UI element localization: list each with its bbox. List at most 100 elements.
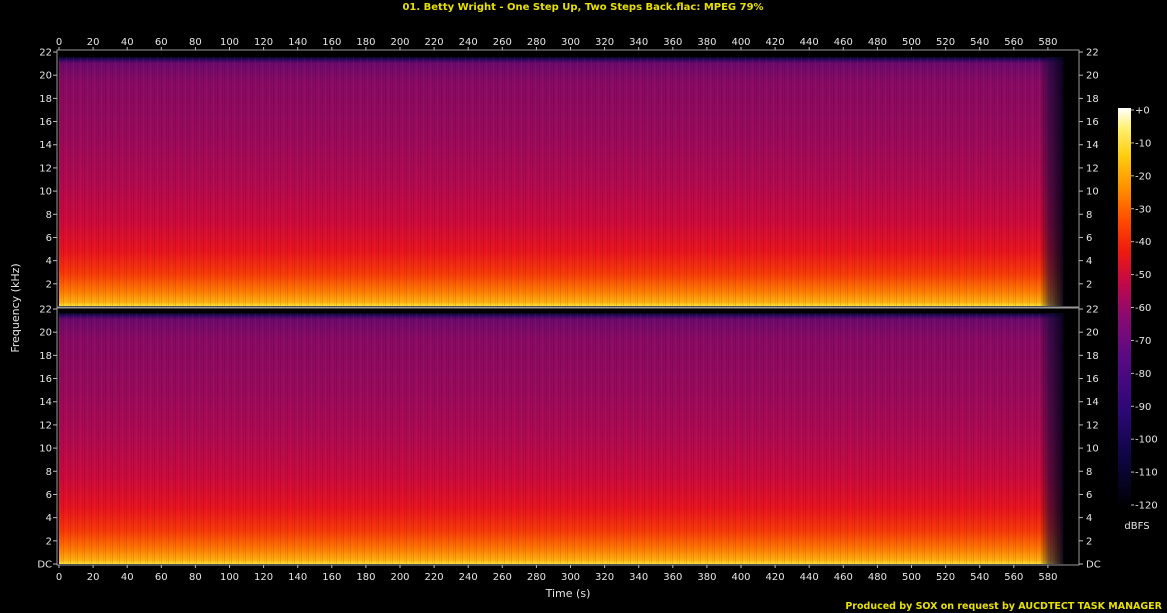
x-tick-label-top: 240 (459, 37, 478, 48)
x-tick-label-bottom: 520 (936, 572, 955, 583)
y-tick-label-left: DC (37, 560, 52, 571)
x-tick-label-top: 280 (527, 37, 546, 48)
colorbar-tick-label: -120 (1135, 501, 1158, 512)
colorbar-tick-label: -60 (1135, 303, 1151, 314)
x-tick-label-top: 560 (1004, 37, 1023, 48)
y-tick-label-left: 10 (39, 444, 52, 455)
spectrogram-channel-upper (56, 49, 1080, 308)
x-tick-label-bottom: 460 (834, 572, 853, 583)
x-tick-label-bottom: 200 (390, 572, 409, 583)
y-tick-label-right: 16 (1086, 374, 1099, 385)
x-tick-label-top: 80 (189, 37, 202, 48)
x-tick-label-top: 0 (56, 37, 62, 48)
colorbar-tick-label: -30 (1135, 204, 1151, 215)
x-tick-label-bottom: 360 (663, 572, 682, 583)
x-tick-label-bottom: 480 (868, 572, 887, 583)
y-tick-label-right: 2 (1086, 279, 1092, 290)
x-tick-label-top: 40 (121, 37, 134, 48)
x-tick-label-top: 320 (595, 37, 614, 48)
y-tick-label-right: 22 (1086, 305, 1099, 316)
y-tick-label-right: 6 (1086, 490, 1092, 501)
y-tick-label-right: 6 (1086, 233, 1092, 244)
x-tick-label-bottom: 260 (493, 572, 512, 583)
colorbar-tick-label: -10 (1135, 138, 1151, 149)
colorbar-tick-label: -40 (1135, 237, 1151, 248)
y-tick-label-left: 12 (39, 420, 52, 431)
x-tick-label-bottom: 20 (87, 572, 100, 583)
x-tick-label-bottom: 540 (970, 572, 989, 583)
colorbar-tick-label: -80 (1135, 369, 1151, 380)
chart-title: 01. Betty Wright - One Step Up, Two Step… (402, 2, 763, 13)
colorbar: +0 -10 -20 -30 -40 -50 -60 -70 -80 -90 -100 -110 -12… (1118, 106, 1158, 532)
y-tick-label-left: 10 (39, 187, 52, 198)
y-tick-label-right: 12 (1086, 163, 1099, 174)
x-axis-label: Time (s) (545, 587, 591, 600)
y-tick-label-left: 8 (46, 210, 52, 221)
x-tick-label-top: 520 (936, 37, 955, 48)
y-tick-label-left: 4 (46, 513, 52, 524)
y-tick-label-right: 8 (1086, 210, 1092, 221)
x-tick-label-bottom: 100 (220, 572, 239, 583)
x-tick-label-bottom: 340 (629, 572, 648, 583)
x-tick-label-top: 380 (697, 37, 716, 48)
x-tick-label-bottom: 240 (459, 572, 478, 583)
x-tick-label-top: 400 (731, 37, 750, 48)
x-tick-label-top: 180 (356, 37, 375, 48)
x-tick-label-top: 260 (493, 37, 512, 48)
y-tick-label-right: 2 (1086, 536, 1092, 547)
y-tick-label-left: 14 (39, 140, 52, 151)
y-tick-label-right: 22 (1086, 48, 1099, 59)
colorbar-gradient (1118, 108, 1131, 508)
spectrum-fadeout-lower (1040, 313, 1064, 564)
x-tick-label-top: 440 (800, 37, 819, 48)
x-tick-label-top: 100 (220, 37, 239, 48)
y-tick-label-left: 22 (39, 305, 52, 316)
x-tick-label-bottom: 280 (527, 572, 546, 583)
spectrum-stripes-upper (59, 57, 1063, 306)
x-tick-label-bottom: 560 (1004, 572, 1023, 583)
y-tick-label-left: 14 (39, 397, 52, 408)
y-tick-label-right: 18 (1086, 94, 1099, 105)
y-tick-label-left: 4 (46, 256, 52, 267)
x-tick-label-top: 120 (254, 37, 273, 48)
colorbar-tick-label: -100 (1135, 435, 1158, 446)
x-tick-label-bottom: 80 (189, 572, 202, 583)
y-tick-label-left: 6 (46, 233, 52, 244)
colorbar-tick-label: -20 (1135, 171, 1151, 182)
x-tick-label-top: 540 (970, 37, 989, 48)
spectrogram-channel-lower (56, 307, 1080, 566)
y-tick-label-right: DC (1086, 560, 1101, 571)
x-tick-label-bottom: 40 (121, 572, 134, 583)
x-tick-label-bottom: 300 (561, 572, 580, 583)
colorbar-tick-label: +0 (1135, 106, 1150, 117)
x-tick-label-top: 420 (766, 37, 785, 48)
x-tick-label-top: 160 (322, 37, 341, 48)
y-tick-label-left: 8 (46, 467, 52, 478)
y-tick-label-left: 18 (39, 94, 52, 105)
y-tick-label-right: 14 (1086, 397, 1099, 408)
colorbar-tick-label: -90 (1135, 402, 1151, 413)
y-tick-label-left: 12 (39, 163, 52, 174)
x-tick-label-top: 220 (425, 37, 444, 48)
x-tick-label-bottom: 0 (56, 572, 62, 583)
y-tick-label-left: 22 (39, 48, 52, 59)
x-tick-label-bottom: 320 (595, 572, 614, 583)
x-tick-label-bottom: 220 (425, 572, 444, 583)
y-tick-label-right: 4 (1086, 513, 1092, 524)
y-tick-label-left: 6 (46, 490, 52, 501)
y-tick-label-right: 10 (1086, 444, 1099, 455)
y-tick-label-right: 8 (1086, 467, 1092, 478)
x-tick-label-bottom: 420 (766, 572, 785, 583)
y-tick-label-right: 16 (1086, 117, 1099, 128)
credit-text: Produced by SOX on request by AUCDTECT T… (845, 601, 1162, 612)
x-tick-label-top: 580 (1038, 37, 1057, 48)
y-tick-label-left: 16 (39, 117, 52, 128)
x-tick-label-top: 480 (868, 37, 887, 48)
x-tick-label-bottom: 440 (800, 572, 819, 583)
y-tick-label-left: 20 (39, 328, 52, 339)
x-tick-label-bottom: 400 (731, 572, 750, 583)
y-tick-label-right: 20 (1086, 71, 1099, 82)
y-tick-label-right: 4 (1086, 256, 1092, 267)
colorbar-ticks: +0 -10 -20 -30 -40 -50 -60 -70 -80 -90 -100 -110 -12… (1131, 106, 1158, 512)
